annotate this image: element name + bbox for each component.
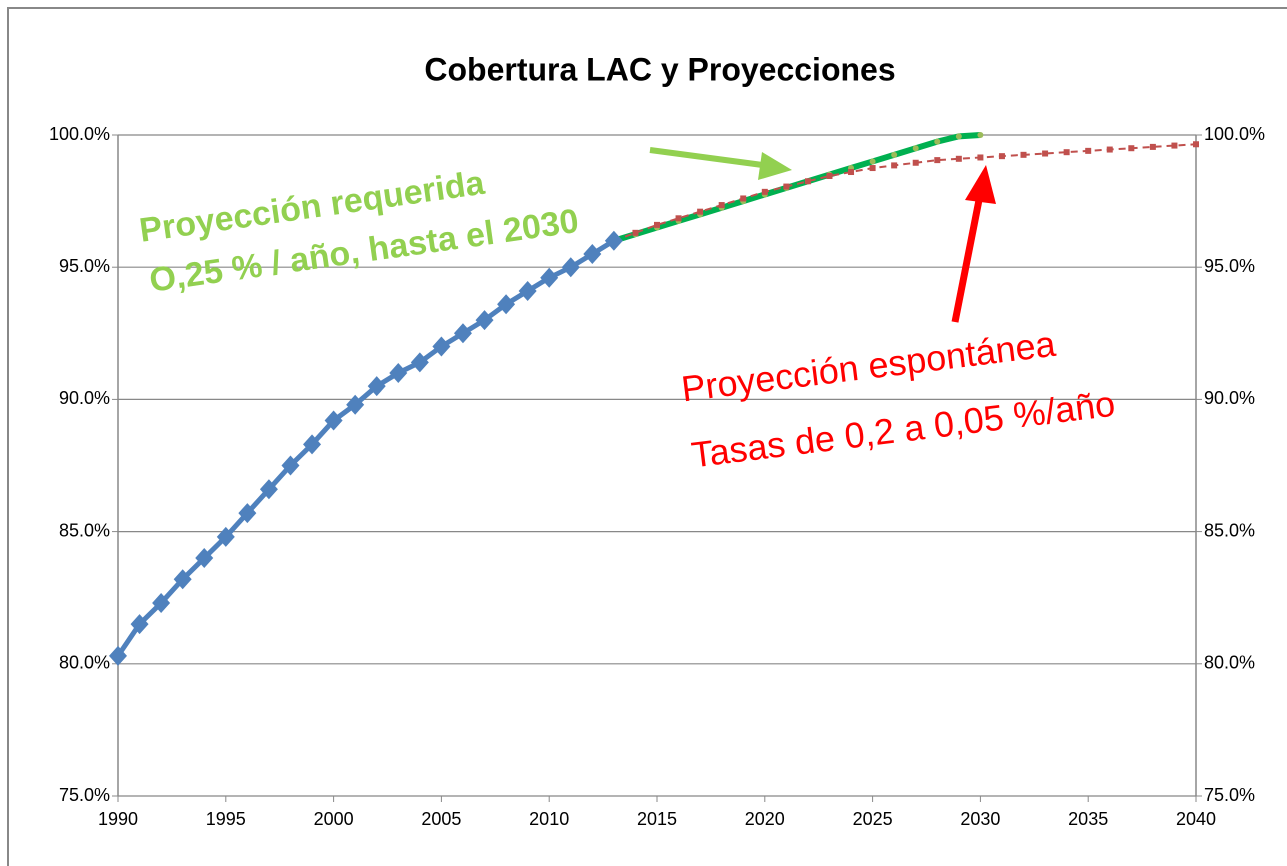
marker	[718, 202, 725, 209]
marker	[955, 155, 962, 162]
marker	[977, 154, 984, 161]
marker	[259, 479, 278, 500]
arrows	[649, 147, 996, 323]
y-tick-label: 90.0%	[59, 388, 110, 408]
marker	[561, 257, 580, 278]
marker	[891, 162, 898, 169]
marker	[697, 208, 704, 215]
arrow-head	[965, 165, 996, 204]
marker	[632, 229, 639, 236]
x-tick-label: 2035	[1068, 809, 1108, 829]
marker	[389, 362, 408, 383]
marker	[540, 267, 559, 288]
x-tick-label: 2040	[1176, 809, 1216, 829]
arrow-head	[758, 152, 792, 180]
marker	[604, 230, 623, 251]
y2-tick-label: 80.0%	[1204, 653, 1255, 673]
series-line	[613, 132, 981, 244]
marker	[869, 158, 876, 165]
marker	[912, 145, 919, 152]
marker	[1085, 147, 1092, 154]
y-tick-label: 80.0%	[59, 653, 110, 673]
marker	[740, 195, 747, 202]
marker	[1171, 142, 1178, 149]
plot: 75.0% 80.0% 85.0% 90.0% 95.0% 100.0% 75.0% 80.0…	[49, 124, 1265, 829]
marker	[804, 178, 811, 185]
marker	[998, 153, 1005, 160]
marker	[1020, 151, 1027, 158]
x-tick-label: 2010	[529, 809, 569, 829]
marker	[654, 221, 660, 228]
marker	[891, 151, 898, 158]
marker	[497, 294, 516, 315]
marker	[475, 310, 494, 331]
marker	[1042, 150, 1049, 157]
y2-tick-label: 75.0%	[1204, 785, 1255, 805]
marker	[453, 323, 472, 344]
x-tick-label: 2020	[745, 809, 785, 829]
y2-tick-label: 90.0%	[1204, 388, 1255, 408]
marker	[583, 243, 602, 264]
marker	[1106, 146, 1113, 153]
marker	[152, 592, 171, 613]
marker	[675, 215, 682, 222]
marker	[977, 132, 984, 138]
marker	[869, 165, 876, 172]
marker	[281, 455, 300, 476]
marker	[303, 434, 322, 455]
marker	[783, 183, 790, 190]
x-tick-label: 2025	[853, 809, 893, 829]
marker	[1193, 141, 1199, 148]
y-tick-label: 85.0%	[59, 520, 110, 540]
marker	[518, 280, 537, 301]
y2-tick-label: 100.0%	[1204, 124, 1265, 144]
marker	[238, 503, 257, 524]
x-tick-label: 2000	[314, 809, 354, 829]
y-tick-label: 100.0%	[49, 124, 110, 144]
marker	[346, 394, 365, 415]
marker	[432, 336, 451, 357]
marker	[826, 172, 833, 179]
marker	[130, 614, 149, 635]
marker	[367, 376, 386, 397]
marker	[216, 526, 235, 547]
x-tick-label: 1995	[206, 809, 246, 829]
marker	[955, 133, 962, 140]
marker	[934, 157, 941, 164]
marker	[324, 410, 343, 431]
marker	[934, 138, 941, 145]
y-tick-label: 95.0%	[59, 256, 110, 276]
chart-title: Cobertura LAC y Proyecciones	[424, 51, 895, 87]
marker	[1149, 143, 1156, 150]
marker	[848, 169, 855, 176]
arrow-shaft	[649, 147, 771, 169]
arrow-shaft	[951, 194, 984, 323]
marker	[410, 352, 429, 373]
y2-tick-label: 95.0%	[1204, 256, 1255, 276]
y2-tick-label: 85.0%	[1204, 520, 1255, 540]
y-tick-label: 75.0%	[59, 785, 110, 805]
series-line	[613, 143, 1197, 242]
marker	[761, 188, 768, 195]
marker	[195, 548, 214, 569]
x-tick-label: 2015	[637, 809, 677, 829]
x-tick-label: 1990	[98, 809, 138, 829]
frame	[7, 7, 1287, 866]
marker	[1128, 145, 1135, 152]
x-tick-label: 2005	[421, 809, 461, 829]
marker	[1063, 149, 1070, 156]
marker	[912, 159, 919, 166]
x-tick-label: 2030	[960, 809, 1000, 829]
marker	[109, 645, 127, 666]
marker	[173, 569, 192, 590]
